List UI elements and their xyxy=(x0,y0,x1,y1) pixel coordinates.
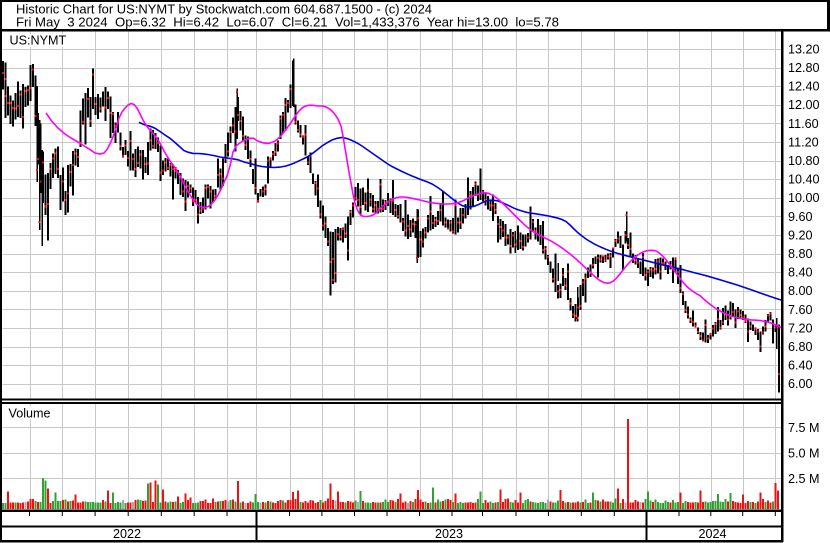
svg-text:12.00: 12.00 xyxy=(788,98,820,112)
svg-text:9.20: 9.20 xyxy=(788,228,813,242)
svg-text:7.5 M: 7.5 M xyxy=(788,421,820,435)
svg-text:5.0 M: 5.0 M xyxy=(788,446,820,460)
svg-text:8.80: 8.80 xyxy=(788,247,813,261)
svg-text:9.60: 9.60 xyxy=(788,210,813,224)
svg-text:11.20: 11.20 xyxy=(788,135,819,149)
svg-text:12.80: 12.80 xyxy=(788,61,820,75)
svg-text:2023: 2023 xyxy=(435,527,463,541)
svg-text:12.40: 12.40 xyxy=(788,80,820,94)
svg-text:6.40: 6.40 xyxy=(788,359,813,373)
svg-text:Fri May 3 2024 Op=6.32 Hi=6: Fri May 3 2024 Op=6.32 Hi=6.42 Lo=6.07 C… xyxy=(16,16,559,30)
svg-text:Volume: Volume xyxy=(9,407,51,421)
svg-text:11.60: 11.60 xyxy=(788,117,819,131)
svg-text:8.00: 8.00 xyxy=(788,284,813,298)
svg-text:6.80: 6.80 xyxy=(788,340,813,354)
svg-text:10.40: 10.40 xyxy=(788,173,820,187)
svg-text:7.60: 7.60 xyxy=(788,303,813,317)
svg-text:2024: 2024 xyxy=(698,527,726,541)
svg-text:13.20: 13.20 xyxy=(788,42,820,56)
svg-text:10.00: 10.00 xyxy=(788,191,820,205)
svg-text:2.5 M: 2.5 M xyxy=(788,472,820,486)
svg-text:Historic Chart for US:NYMT by: Historic Chart for US:NYMT by Stockwatch… xyxy=(16,3,432,17)
svg-text:8.40: 8.40 xyxy=(788,266,813,280)
svg-text:US:NYMT: US:NYMT xyxy=(10,34,67,48)
svg-text:7.20: 7.20 xyxy=(788,321,813,335)
svg-text:10.80: 10.80 xyxy=(788,154,820,168)
svg-text:6.00: 6.00 xyxy=(788,377,813,391)
svg-text:2022: 2022 xyxy=(113,527,141,541)
